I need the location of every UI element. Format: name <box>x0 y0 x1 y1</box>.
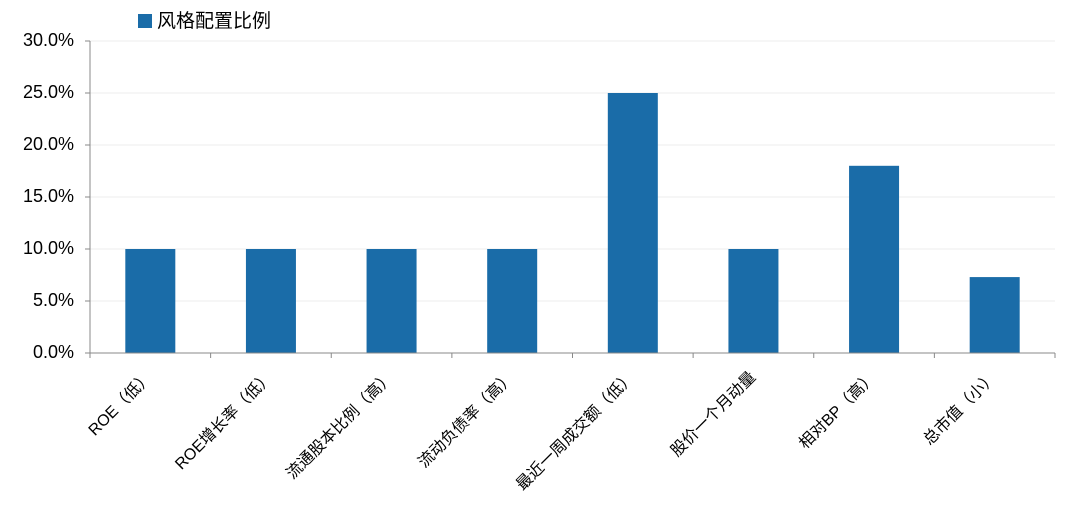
x-tick-label: ROE增长率（低） <box>172 368 277 473</box>
legend-swatch <box>138 14 152 28</box>
bar <box>366 249 417 353</box>
x-tick-label: 股价一个月动量 <box>667 368 759 460</box>
bar <box>125 249 176 353</box>
y-tick-label: 30.0% <box>23 30 74 50</box>
y-tick-label: 5.0% <box>33 290 74 310</box>
bar <box>487 249 538 353</box>
legend-label: 风格配置比例 <box>157 10 271 32</box>
bar <box>969 277 1020 353</box>
bar <box>849 165 900 353</box>
y-tick-label: 20.0% <box>23 134 74 154</box>
bar <box>728 249 779 353</box>
x-tick-label: 流动负债率（高） <box>415 368 518 471</box>
x-tick-label: ROE（低） <box>85 368 156 439</box>
bar <box>245 249 296 353</box>
x-tick-label: 总市值（小） <box>920 368 1001 449</box>
y-tick-label: 0.0% <box>33 342 74 362</box>
x-tick-label: 最近一周成交额（低） <box>513 368 639 494</box>
x-tick-label: 相对BP（高） <box>795 368 879 452</box>
y-tick-label: 10.0% <box>23 238 74 258</box>
y-tick-label: 15.0% <box>23 186 74 206</box>
bar <box>607 93 658 353</box>
y-tick-label: 25.0% <box>23 82 74 102</box>
x-tick-label: 流通股本比例（高） <box>283 368 398 483</box>
